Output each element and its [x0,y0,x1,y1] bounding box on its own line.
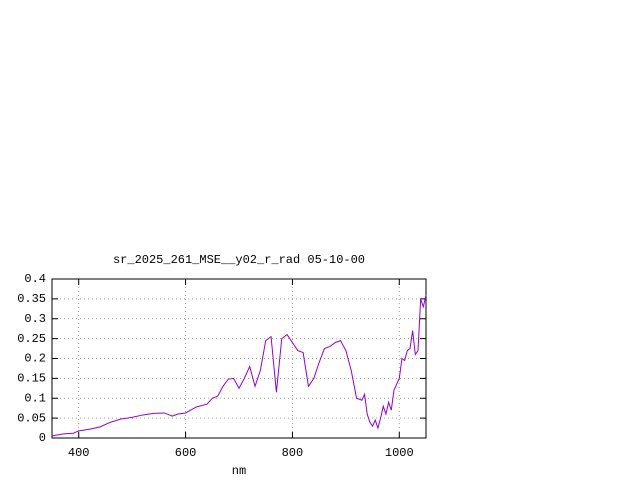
y-tick-label: 0.15 [17,372,46,386]
y-tick-label: 0.4 [24,272,46,286]
y-tick-label: 0 [39,431,46,445]
x-tick-label: 1000 [385,446,414,460]
chart-title: sr_2025_261_MSE__y02_r_rad 05-10-00 [113,253,365,267]
data-line [51,294,427,437]
y-tick-label: 0.1 [24,391,46,405]
y-tick-label: 0.3 [24,312,46,326]
y-tick-label: 0.05 [17,411,46,425]
x-tick-label: 600 [175,446,197,460]
x-tick-label: 400 [68,446,90,460]
x-tick-label: 800 [282,446,304,460]
y-tick-label: 0.2 [24,352,46,366]
plot-frame [51,278,427,439]
y-tick-label: 0.25 [17,332,46,346]
y-tick-label: 0.35 [17,292,46,306]
x-axis-label: nm [232,464,246,478]
